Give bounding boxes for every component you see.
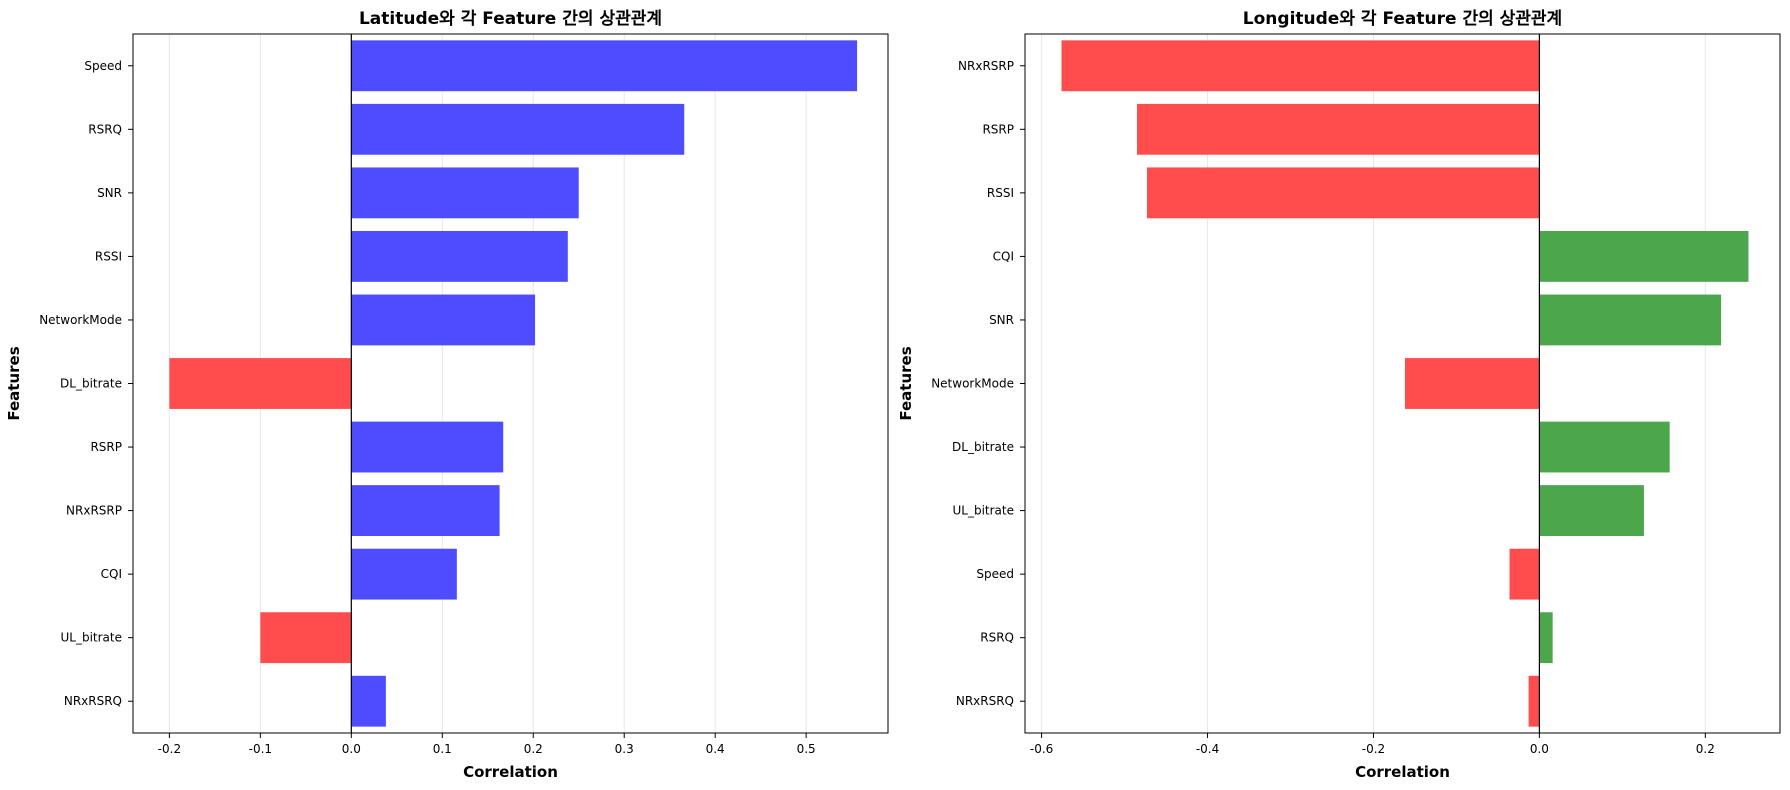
bar-UL_bitrate: [1539, 485, 1644, 537]
bar-NetworkMode: [1404, 358, 1540, 409]
x-tick-label: 0.4: [706, 742, 725, 756]
y-tick-label: RSRP: [982, 122, 1014, 136]
bar-SNR: [351, 167, 579, 219]
bar-RSSI: [1146, 167, 1540, 219]
x-tick-label: 0.0: [342, 742, 361, 756]
y-tick-label: DL_bitrate: [60, 377, 122, 391]
x-tick-label: -0.6: [1030, 742, 1053, 756]
y-tick-label: SNR: [97, 186, 122, 200]
y-tick-label: UL_bitrate: [953, 504, 1015, 518]
bar-RSRP: [351, 421, 504, 473]
bar-RSRQ: [351, 103, 685, 155]
y-tick-label: RSRQ: [980, 631, 1014, 645]
x-tick-label: 0.1: [433, 742, 452, 756]
chart-panel-1: -0.2 -0.1 0.0 0.1 0.2 0.3 0.4 0.5 NRxRSRQ UL_bitr…: [5, 9, 889, 781]
bar-DL_bitrate: [1539, 421, 1670, 473]
y-tick-label: NetworkMode: [39, 313, 122, 327]
y-tick-label: NetworkMode: [931, 377, 1014, 391]
y-tick-label: NRxRSRQ: [956, 694, 1014, 708]
x-tick-label: -0.4: [1196, 742, 1219, 756]
y-tick-label: Speed: [976, 567, 1014, 581]
y-tick-label: UL_bitrate: [61, 631, 123, 645]
x-tick-label: 0.2: [1696, 742, 1715, 756]
y-tick-label: RSSI: [95, 249, 122, 263]
y-tick-label: DL_bitrate: [952, 440, 1014, 454]
bar-SNR: [1539, 294, 1722, 346]
bar-NRxRSRQ: [1528, 675, 1540, 727]
bar-RSRP: [1137, 103, 1540, 155]
x-tick-label: -0.2: [1362, 742, 1385, 756]
y-tick-label: NRxRSRP: [958, 59, 1014, 73]
bar-CQI: [1539, 230, 1749, 282]
x-tick-label: 0.0: [1530, 742, 1549, 756]
x-axis-label: Correlation: [1355, 763, 1450, 781]
chart-panel-2: -0.6 -0.4 -0.2 0.0 0.2 NRxRSRQ RSRQ Speed UL_bit…: [897, 9, 1781, 781]
y-tick-label: CQI: [993, 249, 1014, 263]
x-tick-label: -0.2: [158, 742, 181, 756]
x-axis-label: Correlation: [463, 763, 558, 781]
y-tick-label: Speed: [84, 59, 122, 73]
bar-RSRQ: [1539, 612, 1553, 664]
y-tick-label: CQI: [101, 567, 122, 581]
bar-UL_bitrate: [260, 612, 352, 664]
x-tick-label: 0.2: [524, 742, 543, 756]
bar-NRxRSRP: [1061, 40, 1540, 92]
y-tick-label: RSSI: [987, 186, 1014, 200]
y-tick-label: NRxRSRP: [66, 504, 122, 518]
bar-NRxRSRP: [351, 485, 500, 537]
y-tick-label: RSRQ: [88, 122, 122, 136]
y-tick-label: NRxRSRQ: [64, 694, 122, 708]
x-tick-label: -0.1: [249, 742, 272, 756]
bar-Speed: [351, 40, 858, 92]
y-axis-label: Features: [897, 346, 915, 420]
bar-NetworkMode: [351, 294, 536, 346]
bar-NRxRSRQ: [351, 675, 386, 727]
bar-CQI: [351, 548, 457, 600]
bar-RSSI: [351, 230, 568, 282]
y-axis-label: Features: [5, 346, 23, 420]
chart-title: Latitude와 각 Feature 간의 상관관계: [359, 9, 662, 29]
y-tick-label: RSRP: [90, 440, 122, 454]
x-tick-label: 0.3: [615, 742, 634, 756]
bar-Speed: [1509, 548, 1540, 600]
y-tick-label: SNR: [989, 313, 1014, 327]
bar-DL_bitrate: [169, 358, 352, 409]
x-tick-label: 0.5: [797, 742, 816, 756]
chart-title: Longitude와 각 Feature 간의 상관관계: [1243, 9, 1562, 29]
